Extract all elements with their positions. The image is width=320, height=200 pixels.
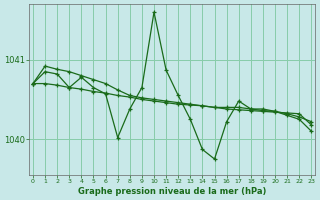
X-axis label: Graphe pression niveau de la mer (hPa): Graphe pression niveau de la mer (hPa) <box>78 187 266 196</box>
